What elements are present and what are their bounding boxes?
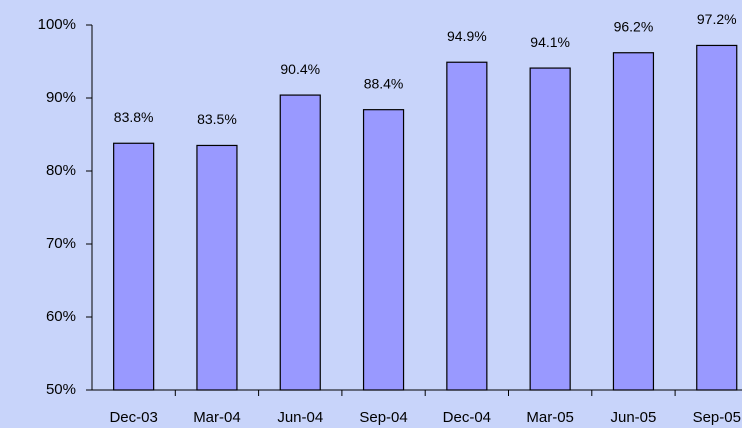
y-tick-label: 100% bbox=[38, 16, 76, 33]
value-label: 97.2% bbox=[697, 11, 737, 27]
value-label: 94.1% bbox=[530, 34, 570, 50]
bar bbox=[113, 142, 155, 391]
bar bbox=[696, 44, 738, 391]
x-tick-label: Jun-04 bbox=[277, 409, 323, 426]
value-label: 90.4% bbox=[280, 61, 320, 77]
bar bbox=[279, 94, 321, 391]
bar bbox=[612, 52, 655, 391]
value-label: 94.9% bbox=[447, 28, 487, 44]
x-tick-label: Dec-03 bbox=[109, 409, 157, 426]
bar bbox=[196, 144, 238, 391]
y-tick-label: 70% bbox=[46, 235, 76, 252]
bar bbox=[446, 61, 488, 391]
y-tick-label: 60% bbox=[46, 308, 76, 325]
x-tick-label: Mar-04 bbox=[193, 409, 241, 426]
bar bbox=[529, 67, 571, 391]
y-tick-label: 90% bbox=[46, 89, 76, 106]
y-tick-label: 80% bbox=[46, 162, 76, 179]
x-tick-label: Sep-04 bbox=[359, 409, 407, 426]
x-tick-label: Sep-05 bbox=[693, 409, 741, 426]
x-tick-label: Dec-04 bbox=[443, 409, 491, 426]
value-label: 83.8% bbox=[114, 109, 154, 125]
x-tick-label: Jun-05 bbox=[611, 409, 657, 426]
value-label: 88.4% bbox=[364, 75, 404, 91]
bar bbox=[362, 109, 405, 391]
x-tick-label: Mar-05 bbox=[526, 409, 574, 426]
value-label: 83.5% bbox=[197, 111, 237, 127]
y-tick-label: 50% bbox=[46, 381, 76, 398]
value-label: 96.2% bbox=[614, 18, 654, 34]
